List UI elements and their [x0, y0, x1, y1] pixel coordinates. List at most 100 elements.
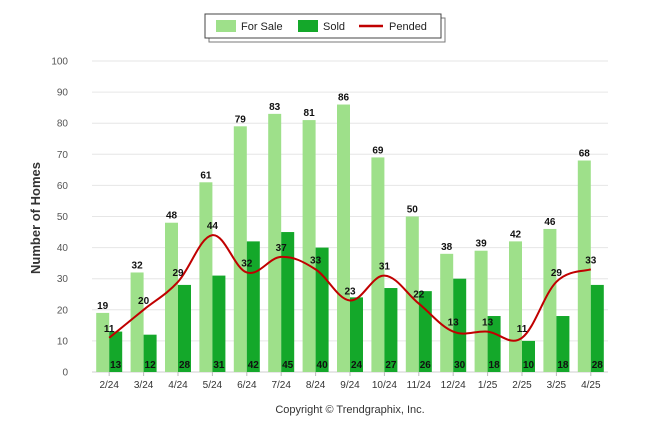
- bar-sold: [522, 340, 535, 372]
- label-pended: 37: [276, 243, 288, 254]
- label-sold: 31: [213, 360, 225, 371]
- y-tick-label: 40: [57, 243, 69, 254]
- label-for-sale: 38: [441, 242, 453, 253]
- label-sold: 12: [145, 360, 157, 371]
- label-sold: 45: [282, 360, 294, 371]
- label-sold: 40: [317, 360, 329, 371]
- label-pended: 23: [344, 286, 356, 297]
- label-sold: 30: [454, 360, 466, 371]
- bar-for-sale: [268, 113, 282, 373]
- x-tick-label: 7/24: [271, 380, 291, 391]
- label-sold: 13: [110, 360, 122, 371]
- label-for-sale: 42: [510, 229, 522, 240]
- x-tick-label: 11/24: [407, 380, 432, 391]
- legend-swatch-sold: [298, 20, 318, 32]
- label-for-sale: 79: [235, 114, 247, 125]
- bar-sold: [453, 278, 467, 372]
- pended-line-group: [108, 234, 592, 342]
- bar-for-sale: [405, 216, 419, 372]
- bar-for-sale: [543, 228, 557, 372]
- x-axis: 2/24 3/24 4/24 5/24 6/24 7/24 8/24 9/24 10/24 11/…: [99, 372, 601, 391]
- bar-sold: [246, 241, 260, 372]
- y-tick-label: 60: [57, 181, 69, 192]
- bar-for-sale: [440, 253, 454, 372]
- bars-group: [96, 104, 604, 373]
- label-for-sale: 39: [476, 239, 488, 250]
- bar-for-sale: [130, 272, 144, 372]
- bar-sold: [590, 284, 604, 372]
- label-pended: 13: [482, 318, 494, 329]
- bar-for-sale: [509, 241, 522, 372]
- y-tick-label: 10: [57, 336, 69, 347]
- bar-for-sale: [199, 182, 213, 372]
- label-for-sale: 81: [304, 108, 316, 119]
- label-pended: 32: [241, 258, 253, 269]
- x-tick-label: 1/25: [478, 380, 498, 391]
- legend: For Sale Sold Pended: [204, 13, 446, 43]
- label-sold: 26: [420, 360, 432, 371]
- label-sold: 10: [523, 360, 535, 371]
- bar-for-sale: [577, 160, 591, 372]
- label-pended: 44: [207, 221, 219, 232]
- legend-swatch-for-sale: [216, 20, 236, 32]
- x-tick-label: 4/24: [168, 380, 188, 391]
- label-for-sale: 86: [338, 93, 350, 104]
- x-tick-label: 10/24: [372, 380, 397, 391]
- bar-sold: [350, 297, 363, 372]
- pended-line: [108, 234, 592, 342]
- bar-sold: [281, 232, 295, 372]
- y-axis-title: Number of Homes: [28, 162, 43, 274]
- label-for-sale: 46: [544, 217, 556, 228]
- bar-sold: [384, 288, 398, 372]
- y-tick-label: 0: [62, 368, 68, 379]
- bar-for-sale: [337, 104, 350, 372]
- x-tick-label: 2/25: [512, 380, 532, 391]
- label-sold: 18: [489, 360, 501, 371]
- y-tick-label: 50: [57, 212, 69, 223]
- x-tick-label: 5/24: [203, 380, 223, 391]
- x-tick-label: 2/24: [99, 380, 119, 391]
- data-labels: 19 13 11 32 12 20 48 28 29 61 31 44 79 42 32 83 45 37 81 40…: [97, 93, 603, 371]
- label-sold: 42: [248, 360, 260, 371]
- label-for-sale: 61: [200, 170, 212, 181]
- y-tick-label: 100: [51, 57, 68, 68]
- y-tick-label: 30: [57, 274, 69, 285]
- y-tick-label: 90: [57, 88, 69, 99]
- x-tick-label: 12/24: [441, 380, 466, 391]
- label-pended: 11: [104, 324, 115, 335]
- bar-for-sale: [96, 312, 110, 372]
- label-sold: 27: [385, 360, 397, 371]
- label-for-sale: 69: [372, 145, 384, 156]
- legend-label-for-sale: For Sale: [241, 21, 283, 33]
- legend-box: [204, 13, 442, 39]
- label-sold: 28: [179, 360, 191, 371]
- y-tick-label: 80: [57, 119, 69, 130]
- bar-sold: [109, 331, 123, 372]
- copyright-footer: Copyright © Trendgraphix, Inc.: [275, 404, 424, 416]
- x-tick-label: 9/24: [340, 380, 360, 391]
- label-sold: 28: [592, 360, 604, 371]
- legend-label-pended: Pended: [389, 21, 427, 33]
- label-pended: 33: [310, 255, 322, 266]
- bar-for-sale: [233, 126, 247, 372]
- y-tick-label: 70: [57, 150, 69, 161]
- label-pended: 13: [448, 318, 460, 329]
- label-pended: 33: [585, 255, 597, 266]
- label-for-sale: 68: [579, 149, 591, 160]
- legend-label-sold: Sold: [323, 21, 345, 33]
- label-for-sale: 83: [269, 102, 281, 113]
- label-pended: 20: [138, 296, 150, 307]
- bar-for-sale: [302, 120, 316, 372]
- label-sold: 24: [351, 360, 363, 371]
- bar-for-sale: [474, 250, 488, 372]
- bar-sold: [143, 334, 157, 372]
- label-pended: 31: [379, 262, 391, 273]
- bar-sold: [178, 284, 191, 372]
- bar-for-sale: [371, 157, 385, 372]
- bar-sold: [556, 316, 570, 372]
- label-pended: 22: [413, 290, 425, 301]
- x-tick-label: 8/24: [306, 380, 326, 391]
- label-for-sale: 48: [166, 211, 178, 222]
